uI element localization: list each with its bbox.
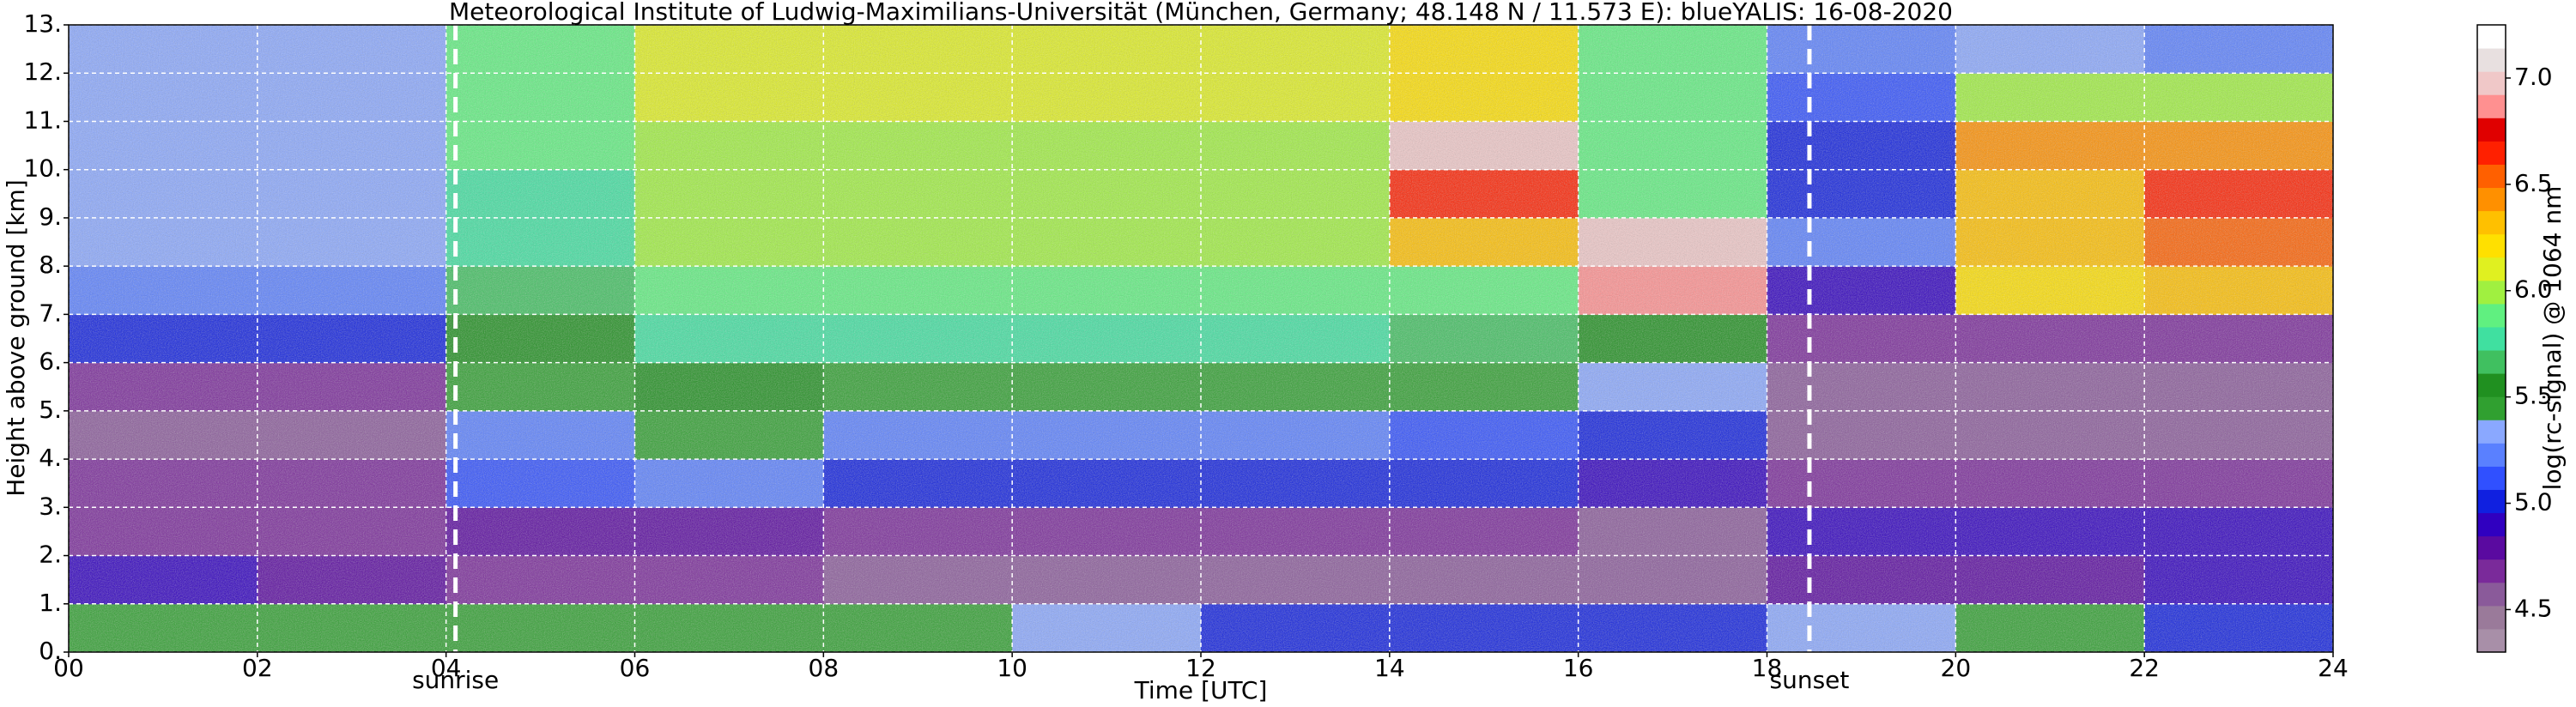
colorbar-swatch (2477, 210, 2506, 235)
x-tick-label: 16 (1563, 654, 1594, 682)
colorbar-swatch (2477, 233, 2506, 258)
x-tick-label: 22 (2129, 654, 2160, 682)
x-tick-label: 02 (242, 654, 273, 682)
y-tick-label: 6. (39, 347, 62, 376)
colorbar-swatch (2477, 350, 2506, 374)
colorbar-swatch (2477, 141, 2506, 165)
colorbar-swatch (2477, 535, 2506, 560)
colorbar-tick-label: 6.0 (2514, 275, 2553, 304)
y-tick-label: 9. (39, 202, 62, 231)
colorbar-frame (2476, 24, 2506, 653)
x-tick-label: 14 (1374, 654, 1405, 682)
colorbar-swatch (2477, 628, 2506, 653)
y-tick-label: 8. (39, 251, 62, 279)
colorbar-swatch (2477, 280, 2506, 305)
colorbar-swatch (2477, 466, 2506, 490)
x-tick-label: 00 (53, 654, 84, 682)
colorbar-swatch (2477, 71, 2506, 95)
colorbar-swatch (2477, 326, 2506, 351)
x-tick-label: 20 (1941, 654, 1972, 682)
annotation-label: sunset (1770, 666, 1850, 694)
chart-title: Meteorological Institute of Ludwig-Maxim… (449, 0, 1953, 26)
colorbar-tick-label: 5.0 (2514, 488, 2553, 517)
y-tick-label: 11. (23, 106, 62, 134)
colorbar-swatch (2477, 605, 2506, 630)
colorbar-swatch (2477, 420, 2506, 444)
colorbar-tick-label: 4.5 (2514, 594, 2553, 622)
colorbar-swatch (2477, 94, 2506, 118)
y-tick-label: 0. (39, 637, 62, 665)
x-tick-label: 12 (1185, 654, 1216, 682)
colorbar-swatch (2477, 187, 2506, 212)
colorbar-swatch (2477, 489, 2506, 514)
colorbar-swatch (2477, 48, 2506, 72)
colorbar-swatch (2477, 373, 2506, 397)
colorbar-swatch (2477, 559, 2506, 583)
colorbar-swatch (2477, 118, 2506, 142)
colorbar-swatch (2477, 164, 2506, 189)
y-tick-label: 12. (23, 57, 62, 86)
colorbar-tick-label: 5.5 (2514, 382, 2553, 410)
y-tick-label: 5. (39, 396, 62, 424)
colorbar-label: log(rc-signal) @ 1064 nm (2538, 186, 2567, 491)
y-tick-label: 1. (39, 589, 62, 617)
colorbar-swatch (2477, 303, 2506, 328)
colorbar-swatch (2477, 396, 2506, 420)
x-axis-label: Time [UTC] (1134, 676, 1268, 704)
x-tick-label: 24 (2318, 654, 2349, 682)
y-tick-label: 10. (23, 154, 62, 183)
y-tick-label: 3. (39, 492, 62, 520)
colorbar-swatch (2477, 257, 2506, 281)
y-tick-label: 4. (39, 444, 62, 472)
y-tick-label: 7. (39, 299, 62, 327)
colorbar-tick-label: 7.0 (2514, 63, 2553, 91)
x-tick-label: 06 (620, 654, 651, 682)
plot-frame (68, 24, 2334, 653)
colorbar-tick-label: 6.5 (2514, 169, 2553, 197)
colorbar-swatch (2477, 582, 2506, 607)
colorbar-swatch (2477, 512, 2506, 537)
y-tick-label: 13. (23, 9, 62, 38)
colorbar-swatch (2477, 443, 2506, 467)
x-tick-label: 10 (997, 654, 1027, 682)
x-tick-label: 18 (1752, 654, 1783, 682)
overlay: 00 02 04 06 08 10 12 14 16 18 20 22 24 0. 1. 2. 3. 4. 5. 6.… (23, 9, 2552, 694)
y-axis-label: Height above ground [km] (2, 179, 30, 497)
x-tick-label: 08 (809, 654, 839, 682)
annotation-label: sunrise (412, 666, 499, 694)
x-tick-label: 04 (431, 654, 462, 682)
colorbar-swatch (2477, 25, 2506, 49)
y-tick-label: 2. (39, 541, 62, 569)
